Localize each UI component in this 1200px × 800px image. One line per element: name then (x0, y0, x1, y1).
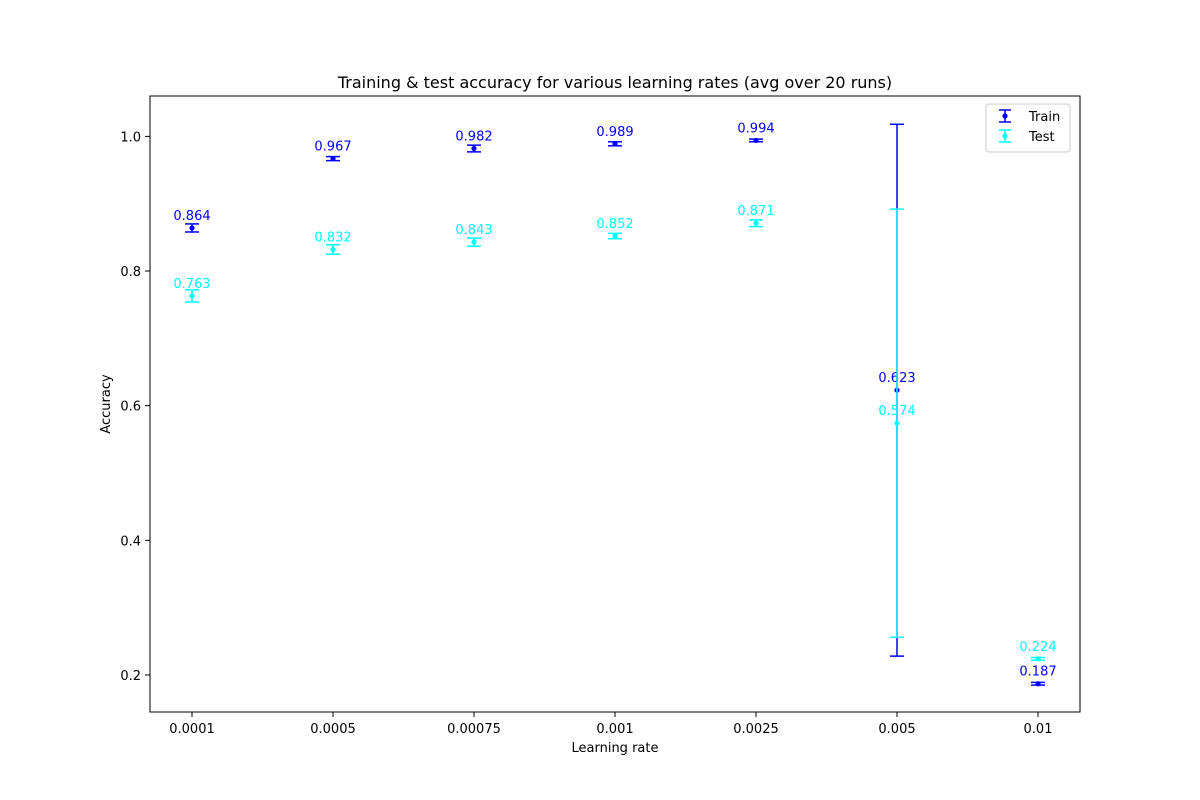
data-point (471, 145, 477, 152)
legend-label: Test (1028, 130, 1055, 145)
data-point (1035, 656, 1041, 662)
data-label: 0.852 (596, 217, 633, 232)
data-point (471, 239, 477, 245)
series-test: 0.763 0.832 0.843 0.852 0.871 0.574 0.224 (173, 204, 1057, 662)
data-point (1035, 681, 1041, 687)
data-label: 0.994 (737, 121, 774, 136)
data-label: 0.967 (314, 140, 351, 155)
data-point (753, 220, 759, 226)
data-point (612, 141, 618, 147)
data-label: 0.574 (878, 404, 915, 419)
x-tick-label: 0.0025 (733, 722, 779, 737)
y-tick-label: 0.6 (120, 400, 141, 415)
data-point (189, 225, 195, 231)
data-label: 0.832 (314, 230, 351, 245)
data-point (612, 233, 618, 239)
y-axis-title: Accuracy (99, 374, 114, 434)
x-axis: 0.0001 0.0005 0.00075 0.001 0.0025 0.005 0.01 (169, 712, 1052, 737)
x-tick-label: 0.01 (1024, 722, 1053, 737)
x-tick-label: 0.00075 (447, 722, 501, 737)
chart-title: Training & test accuracy for various lea… (337, 73, 892, 92)
data-label: 0.763 (173, 277, 210, 292)
y-tick-label: 1.0 (120, 130, 141, 145)
data-label: 0.843 (455, 223, 492, 238)
data-point (330, 246, 336, 253)
data-label: 0.982 (455, 130, 492, 145)
data-point (189, 293, 195, 299)
data-point (330, 156, 336, 162)
y-tick-label: 0.2 (120, 669, 141, 684)
y-tick-label: 0.8 (120, 265, 141, 280)
x-tick-label: 0.001 (596, 722, 633, 737)
data-label: 0.864 (173, 209, 210, 224)
data-label: 0.989 (596, 125, 633, 140)
legend-label: Train (1028, 110, 1060, 125)
x-tick-label: 0.0005 (310, 722, 356, 737)
data-point (753, 137, 759, 144)
x-tick-label: 0.005 (878, 722, 915, 737)
data-label: 0.224 (1019, 640, 1056, 655)
y-tick-label: 0.4 (120, 534, 141, 549)
plot-area (149, 95, 1081, 713)
y-axis: 0.2 0.4 0.6 0.8 1.0 (120, 130, 150, 684)
x-tick-label: 0.0001 (169, 722, 215, 737)
x-axis-title: Learning rate (572, 741, 659, 756)
data-label: 0.187 (1019, 665, 1056, 680)
data-label: 0.871 (737, 204, 774, 219)
legend-marker (1002, 133, 1008, 139)
legend-marker (1002, 113, 1008, 119)
legend: Train Test (985, 103, 1071, 153)
data-point (894, 420, 900, 426)
